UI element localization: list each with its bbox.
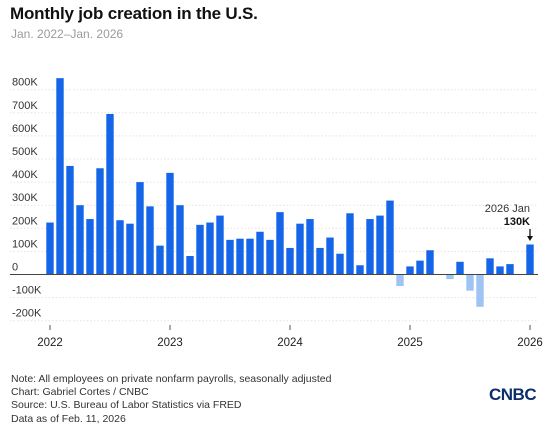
bar [136, 182, 144, 275]
chart-subtitle: Jan. 2022–Jan. 2026 [11, 27, 124, 41]
bar [116, 220, 124, 275]
bar [326, 237, 334, 275]
bar [476, 274, 484, 307]
y-tick-label: -200K [12, 308, 42, 320]
bar [456, 261, 464, 275]
bar [346, 213, 354, 275]
bar [336, 253, 344, 275]
footer: Note: All employees on private nonfarm p… [11, 373, 331, 426]
bar [306, 219, 314, 275]
chart-title: Monthly job creation in the U.S. [10, 4, 258, 23]
bar [276, 212, 284, 275]
y-tick-label: 400K [12, 169, 38, 181]
x-tick-label: 2026 [517, 337, 543, 349]
bar [466, 274, 474, 291]
bar [176, 205, 184, 275]
bar [86, 219, 94, 275]
bar [316, 247, 324, 275]
footer-credit: Chart: Gabriel Cortes / CNBC [11, 386, 149, 399]
bar [526, 244, 534, 275]
cnbc-logo: CNBC [489, 385, 537, 404]
bar [496, 266, 504, 275]
y-tick-label: -100K [12, 285, 42, 297]
y-tick-label: 300K [12, 192, 38, 204]
bar [216, 215, 224, 275]
footer-source: Source: U.S. Bureau of Labor Statistics … [11, 399, 242, 412]
bar [266, 239, 274, 275]
bar [396, 274, 404, 287]
bar [126, 223, 134, 275]
bar [66, 165, 74, 275]
bar [56, 78, 64, 275]
bar [356, 265, 364, 275]
bar [186, 256, 194, 275]
bar [236, 238, 244, 275]
bar [386, 200, 394, 275]
x-tick-label: 2024 [277, 337, 303, 349]
y-tick-label: 0 [12, 262, 18, 274]
y-tick-label: 700K [12, 100, 38, 112]
bar [406, 266, 414, 275]
bar [376, 215, 384, 275]
annotation-arrow-head [527, 236, 533, 241]
bar [166, 172, 174, 275]
bar [366, 219, 374, 275]
bar [146, 206, 154, 275]
bar [446, 274, 454, 280]
x-tick-label: 2025 [397, 337, 423, 349]
bar [156, 245, 164, 275]
bar [416, 260, 424, 275]
bar [246, 238, 254, 275]
bar [286, 247, 294, 275]
x-tick-label: 2023 [157, 337, 183, 349]
y-tick-label: 500K [12, 146, 38, 158]
annotation-value: 130K [504, 216, 530, 228]
bar [486, 258, 494, 275]
y-tick-label: 100K [12, 238, 38, 250]
bar [96, 168, 104, 275]
x-tick-label: 2022 [37, 337, 63, 349]
bar [296, 223, 304, 275]
y-tick-label: 200K [12, 215, 38, 227]
bar [426, 250, 434, 275]
footer-date: Data as of Feb. 11, 2026 [11, 412, 126, 425]
bar-chart: -200K -100K 0 100K 200K 300K 400K 500K 600K 700K 8… [10, 77, 543, 349]
bar [46, 222, 54, 275]
bar [506, 264, 514, 275]
bar [76, 205, 84, 275]
bar [226, 239, 234, 275]
footer-note: Note: All employees on private nonfarm p… [11, 373, 332, 385]
y-tick-label: 800K [12, 77, 38, 89]
y-tick-label: 600K [12, 123, 38, 135]
bar [206, 222, 214, 275]
annotation-label: 2026 Jan [485, 203, 530, 215]
bar [106, 113, 114, 275]
bar [256, 231, 264, 275]
bar [196, 224, 204, 275]
